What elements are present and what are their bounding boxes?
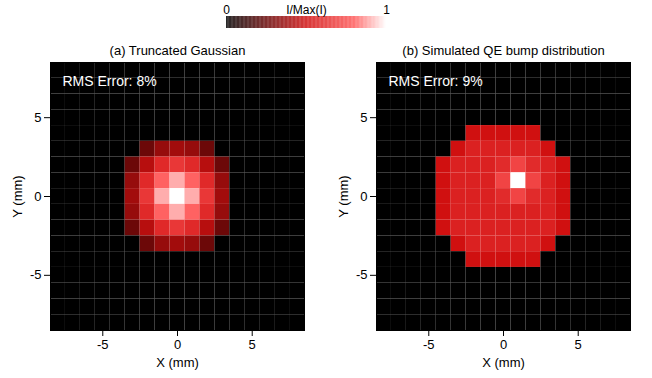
svg-text:I/Max(I): I/Max(I): [286, 3, 327, 17]
svg-text:(b) Simulated QE bump distribu: (b) Simulated QE bump distribution: [402, 43, 604, 58]
svg-text:0: 0: [500, 337, 507, 352]
svg-text:-5: -5: [30, 267, 42, 282]
svg-text:-5: -5: [356, 267, 368, 282]
svg-text:5: 5: [34, 110, 41, 125]
svg-text:-5: -5: [97, 337, 109, 352]
svg-text:Y (mm): Y (mm): [10, 175, 25, 217]
svg-text:-5: -5: [423, 337, 435, 352]
svg-text:X (mm): X (mm): [156, 355, 199, 370]
svg-text:5: 5: [575, 337, 582, 352]
svg-text:X (mm): X (mm): [482, 355, 525, 370]
svg-text:(a) Truncated Gaussian: (a) Truncated Gaussian: [110, 43, 246, 58]
svg-text:RMS Error: 9%: RMS Error: 9%: [389, 73, 483, 89]
svg-text:5: 5: [249, 337, 256, 352]
svg-text:0: 0: [223, 3, 230, 17]
svg-text:Y (mm): Y (mm): [336, 175, 351, 217]
svg-text:RMS Error: 8%: RMS Error: 8%: [63, 73, 157, 89]
svg-text:1: 1: [383, 3, 390, 17]
svg-text:5: 5: [360, 110, 367, 125]
svg-text:0: 0: [360, 189, 367, 204]
svg-text:0: 0: [34, 189, 41, 204]
svg-text:0: 0: [174, 337, 181, 352]
